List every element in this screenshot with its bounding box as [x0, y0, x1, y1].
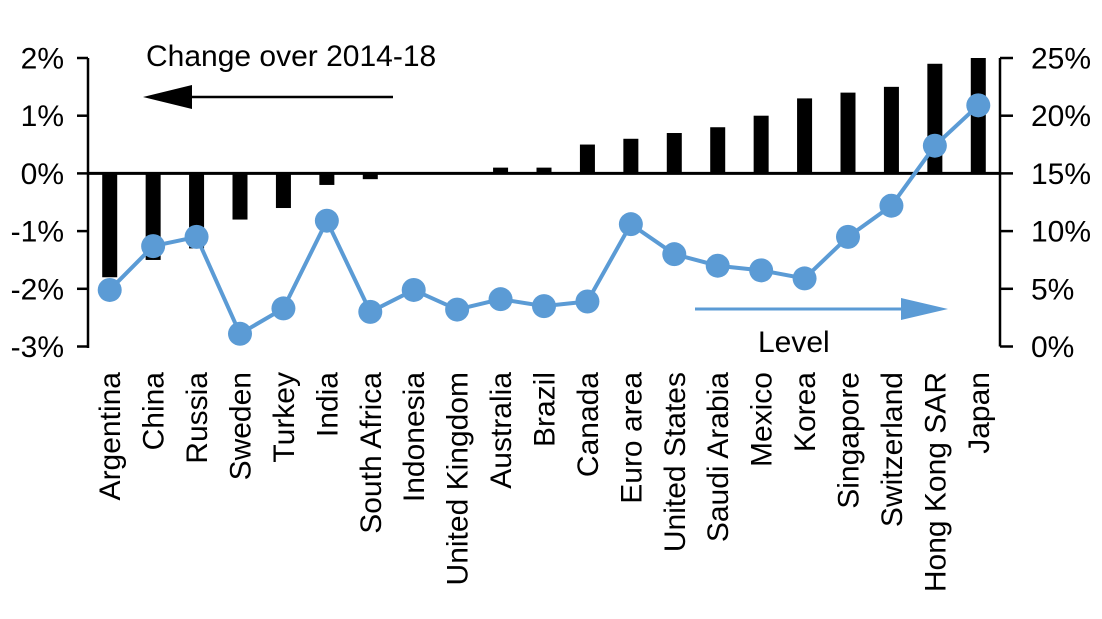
marker-turkey	[271, 296, 296, 321]
category-label-argentina: Argentina	[94, 372, 127, 501]
right-axis-tick-label: 10%	[1031, 216, 1091, 249]
left-axis-tick-label: -3%	[11, 331, 64, 364]
marker-russia	[184, 224, 209, 249]
bar-switzerland	[883, 86, 899, 174]
category-label-saudi-arabia: Saudi Arabia	[702, 372, 735, 542]
marker-south-africa	[358, 299, 383, 324]
category-label-united-states: United States	[659, 372, 692, 552]
category-label-japan: Japan	[963, 372, 996, 454]
bar-series-annotation: Change over 2014-18	[143, 40, 436, 109]
category-label-south-africa: South Africa	[355, 372, 388, 534]
left-arrow-icon	[143, 85, 393, 109]
bar-brazil	[536, 167, 552, 174]
bar-singapore	[840, 92, 856, 174]
bar-india	[319, 173, 335, 185]
category-label-brazil: Brazil	[529, 372, 562, 447]
category-label-united-kingdom: United Kingdom	[442, 372, 475, 585]
marker-china	[141, 234, 166, 259]
category-label-sweden: Sweden	[225, 372, 258, 480]
marker-singapore	[836, 224, 860, 249]
right-axis-tick-label: 5%	[1031, 273, 1074, 306]
left-axis-tick-label: -1%	[11, 216, 64, 249]
category-label-hong-kong-sar: Hong Kong SAR	[919, 372, 952, 592]
category-label-china: China	[138, 372, 171, 451]
bar-mexico	[753, 115, 769, 174]
marker-euro-area	[618, 212, 643, 237]
marker-indonesia	[401, 277, 426, 302]
right-arrow-icon	[695, 298, 948, 320]
marker-canada	[575, 289, 600, 314]
bar-series	[102, 58, 986, 278]
left-axis-tick-label: 1%	[21, 100, 64, 133]
chart-title: Change over 2014-18	[146, 40, 436, 73]
marker-korea	[792, 266, 817, 291]
category-label-korea: Korea	[789, 372, 822, 452]
bar-australia	[493, 167, 509, 174]
marker-mexico	[749, 258, 774, 283]
marker-india	[314, 208, 339, 233]
bar-korea	[797, 98, 813, 174]
bar-saudi-arabia	[710, 127, 726, 174]
category-label-indonesia: Indonesia	[398, 372, 431, 502]
left-axis-tick-label: 2%	[21, 43, 64, 76]
category-label-india: India	[311, 372, 344, 437]
right-axis-tick-label: 25%	[1031, 43, 1091, 76]
category-label-turkey: Turkey	[268, 372, 301, 463]
bar-south-africa	[362, 173, 378, 180]
bar-canada	[579, 144, 595, 174]
category-axis-labels: Argentina China Russia Sweden Turkey India Sou…	[94, 372, 996, 592]
bar-argentina	[102, 173, 118, 278]
category-label-singapore: Singapore	[833, 372, 866, 509]
bar-sweden	[232, 173, 248, 220]
category-label-canada: Canada	[572, 372, 605, 477]
category-label-euro-area: Euro area	[615, 372, 648, 504]
left-axis-tick-label: 0%	[21, 158, 64, 191]
line-series	[97, 93, 991, 346]
category-label-australia: Australia	[485, 372, 518, 489]
category-label-russia: Russia	[181, 372, 214, 464]
bar-euro-area	[623, 138, 639, 174]
line-series-label: Level	[758, 326, 830, 359]
marker-japan	[966, 93, 991, 118]
left-axis-tick-label: -2%	[11, 273, 64, 306]
marker-hong-kong-sar	[922, 133, 947, 158]
marker-sweden	[228, 321, 252, 346]
marker-australia	[488, 287, 513, 312]
category-label-switzerland: Switzerland	[876, 372, 909, 527]
marker-brazil	[532, 294, 556, 319]
category-label-mexico: Mexico	[746, 372, 779, 467]
bar-united-states	[666, 133, 682, 174]
marker-argentina	[97, 277, 122, 302]
line-series-annotation: Level	[695, 298, 948, 359]
bar-turkey	[275, 173, 291, 209]
right-axis-tick-label: 0%	[1031, 331, 1074, 364]
right-axis-tick-label: 15%	[1031, 158, 1091, 191]
right-axis-tick-label: 20%	[1031, 100, 1091, 133]
marker-united-states	[662, 242, 687, 267]
marker-united-kingdom	[445, 297, 470, 322]
marker-saudi-arabia	[705, 253, 730, 278]
marker-switzerland	[879, 193, 904, 218]
